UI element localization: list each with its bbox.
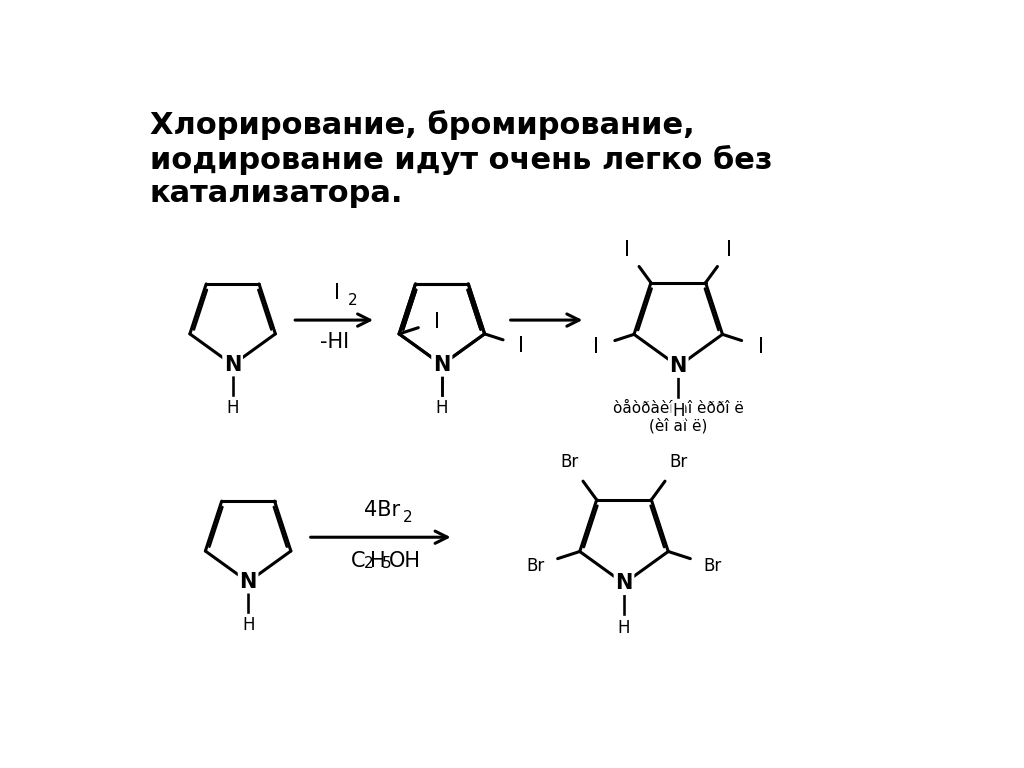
Text: Br: Br (703, 557, 722, 574)
Text: òåòðàèî äî èððî ë
(èî äî ë): òåòðàèî äî èððî ë (èî äî ë) (612, 401, 743, 434)
Text: I: I (625, 240, 630, 260)
Text: 2: 2 (403, 510, 413, 525)
Text: Br: Br (526, 557, 545, 574)
Text: -HI: -HI (319, 333, 349, 353)
Text: Хлорирование, бромирование,
иодирование идут очень легко без
катализатора.: Хлорирование, бромирование, иодирование … (150, 110, 772, 208)
Text: I: I (434, 312, 440, 332)
Text: Br: Br (560, 453, 579, 472)
Text: I: I (518, 336, 524, 356)
Text: 5: 5 (382, 557, 392, 571)
Text: OH: OH (388, 551, 421, 571)
Text: 2: 2 (348, 293, 357, 308)
Text: N: N (670, 356, 687, 376)
Text: H: H (370, 551, 385, 571)
Text: H: H (672, 402, 684, 420)
Text: 4Br: 4Br (365, 500, 400, 520)
Text: H: H (435, 399, 449, 417)
Text: I: I (726, 240, 732, 260)
Text: I: I (758, 336, 764, 356)
Text: N: N (433, 355, 451, 375)
Text: Br: Br (670, 453, 688, 472)
Text: H: H (617, 619, 630, 637)
Text: I: I (334, 283, 340, 303)
Text: H: H (435, 399, 449, 417)
Text: H: H (242, 617, 254, 634)
Text: H: H (226, 399, 239, 417)
Text: N: N (240, 572, 257, 592)
Text: N: N (433, 355, 451, 375)
Text: N: N (224, 355, 242, 375)
Text: 2: 2 (364, 557, 373, 571)
Text: I: I (593, 336, 599, 356)
Text: N: N (615, 574, 633, 594)
Text: C: C (351, 551, 366, 571)
